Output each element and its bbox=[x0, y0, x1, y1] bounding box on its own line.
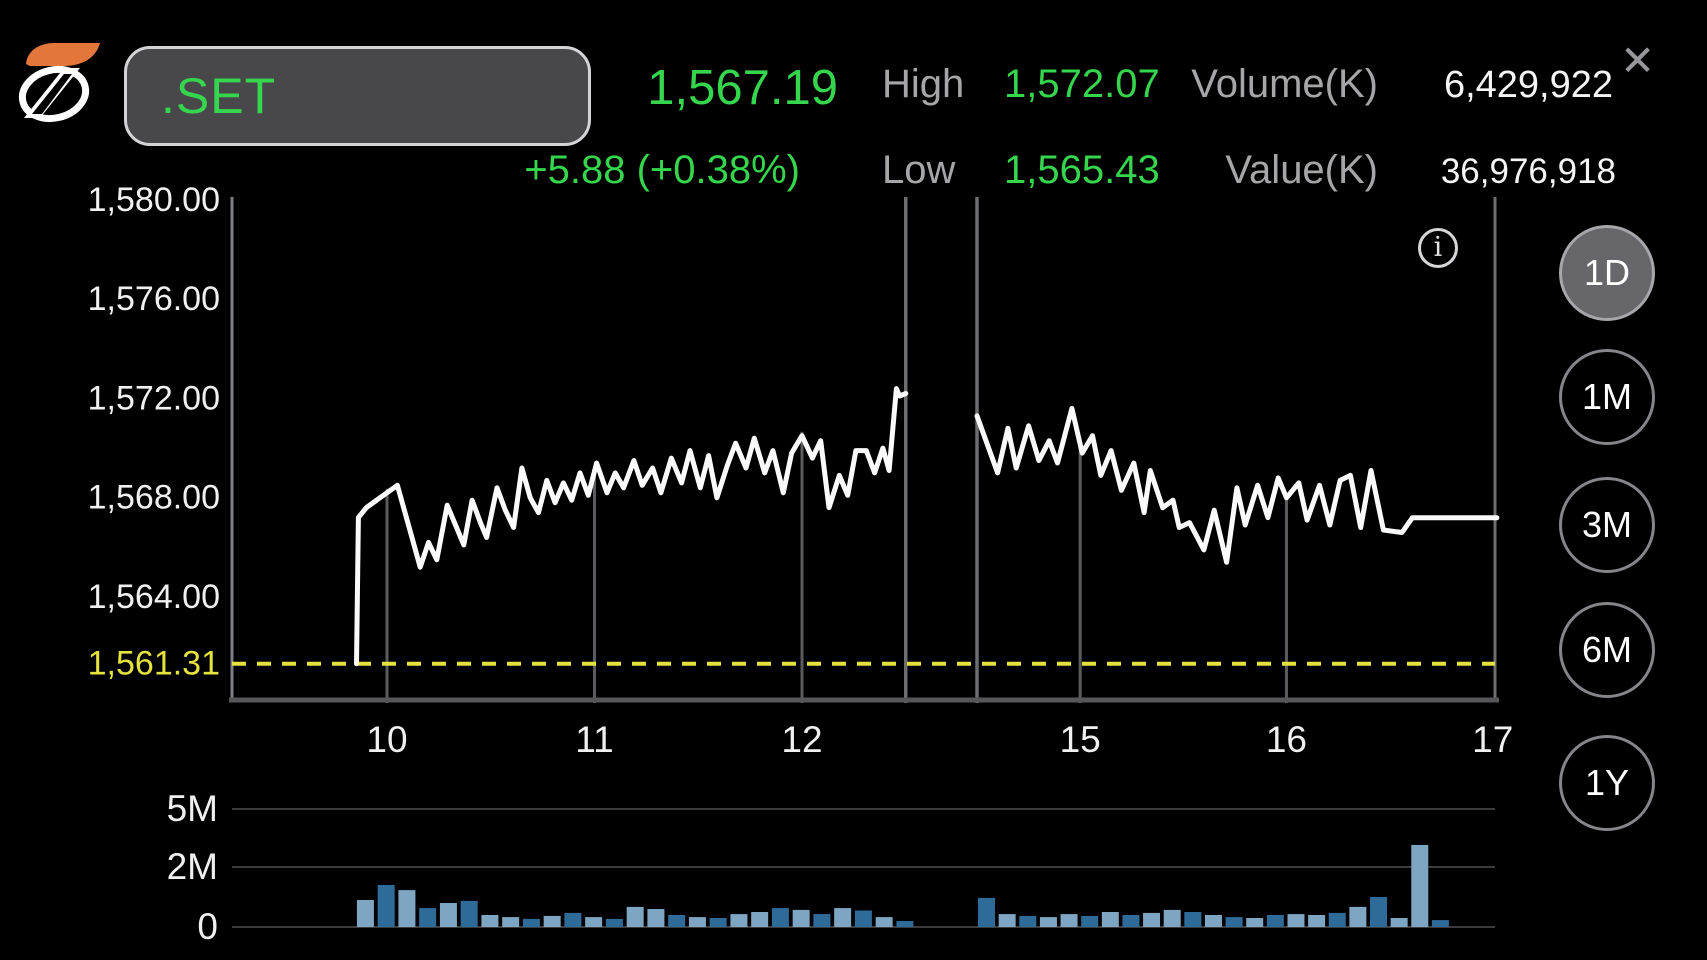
time-axis-labels: 10 11 12 15 16 17 bbox=[366, 719, 1513, 760]
svg-text:15: 15 bbox=[1060, 719, 1101, 760]
svg-text:1,576.00: 1,576.00 bbox=[88, 280, 220, 318]
svg-text:10: 10 bbox=[366, 719, 407, 760]
close-icon[interactable]: ✕ bbox=[1620, 37, 1656, 84]
timeframe-button-1y[interactable]: 1Y bbox=[1559, 735, 1655, 831]
timeframe-button-1d[interactable]: 1D bbox=[1559, 225, 1655, 321]
svg-text:12: 12 bbox=[781, 719, 822, 760]
session-break-lines bbox=[904, 197, 979, 703]
timeframe-button-6m[interactable]: 6M bbox=[1559, 602, 1655, 698]
broker-logo bbox=[12, 34, 106, 130]
timeframe-button-3m[interactable]: 3M bbox=[1559, 477, 1655, 573]
volume-value: 6,429,922 bbox=[1443, 64, 1613, 106]
price-change: +5.88 (+0.38%) bbox=[524, 148, 800, 192]
value-label: Value(K) bbox=[1225, 148, 1378, 192]
last-price: 1,567.19 bbox=[647, 61, 838, 115]
price-line bbox=[354, 386, 1500, 667]
svg-text:1,561.31: 1,561.31 bbox=[88, 645, 220, 683]
price-axis-labels: 1,580.00 1,576.00 1,572.00 1,568.00 1,564.00 bbox=[88, 181, 220, 616]
timeframe-button-1m[interactable]: 1M bbox=[1559, 349, 1655, 445]
chart-borders bbox=[229, 197, 1499, 703]
symbol-text: .SET bbox=[161, 68, 277, 124]
prev-close-line: 1,561.31 bbox=[88, 645, 1495, 683]
svg-text:17: 17 bbox=[1472, 719, 1513, 760]
symbol-search-box[interactable]: .SET bbox=[124, 46, 591, 146]
low-label: Low bbox=[882, 148, 956, 192]
volume-label: Volume(K) bbox=[1191, 62, 1378, 106]
svg-text:5M: 5M bbox=[167, 788, 218, 829]
info-icon-glyph: i bbox=[1433, 231, 1443, 263]
svg-text:11: 11 bbox=[575, 719, 613, 760]
low-value: 1,565.43 bbox=[1004, 148, 1160, 192]
broker-logo-icon bbox=[18, 43, 100, 123]
svg-text:1,580.00: 1,580.00 bbox=[88, 181, 220, 219]
svg-text:1,568.00: 1,568.00 bbox=[88, 479, 220, 517]
svg-text:1,572.00: 1,572.00 bbox=[88, 379, 220, 417]
high-label: High bbox=[882, 62, 965, 106]
value-value: 36,976,918 bbox=[1440, 152, 1616, 191]
svg-text:0: 0 bbox=[197, 906, 218, 947]
svg-text:1,564.00: 1,564.00 bbox=[88, 578, 220, 616]
info-icon[interactable]: i bbox=[1418, 228, 1458, 268]
svg-text:16: 16 bbox=[1266, 719, 1307, 760]
high-value: 1,572.07 bbox=[1004, 62, 1160, 106]
svg-text:2M: 2M bbox=[167, 846, 218, 887]
volume-bars bbox=[356, 844, 1449, 927]
